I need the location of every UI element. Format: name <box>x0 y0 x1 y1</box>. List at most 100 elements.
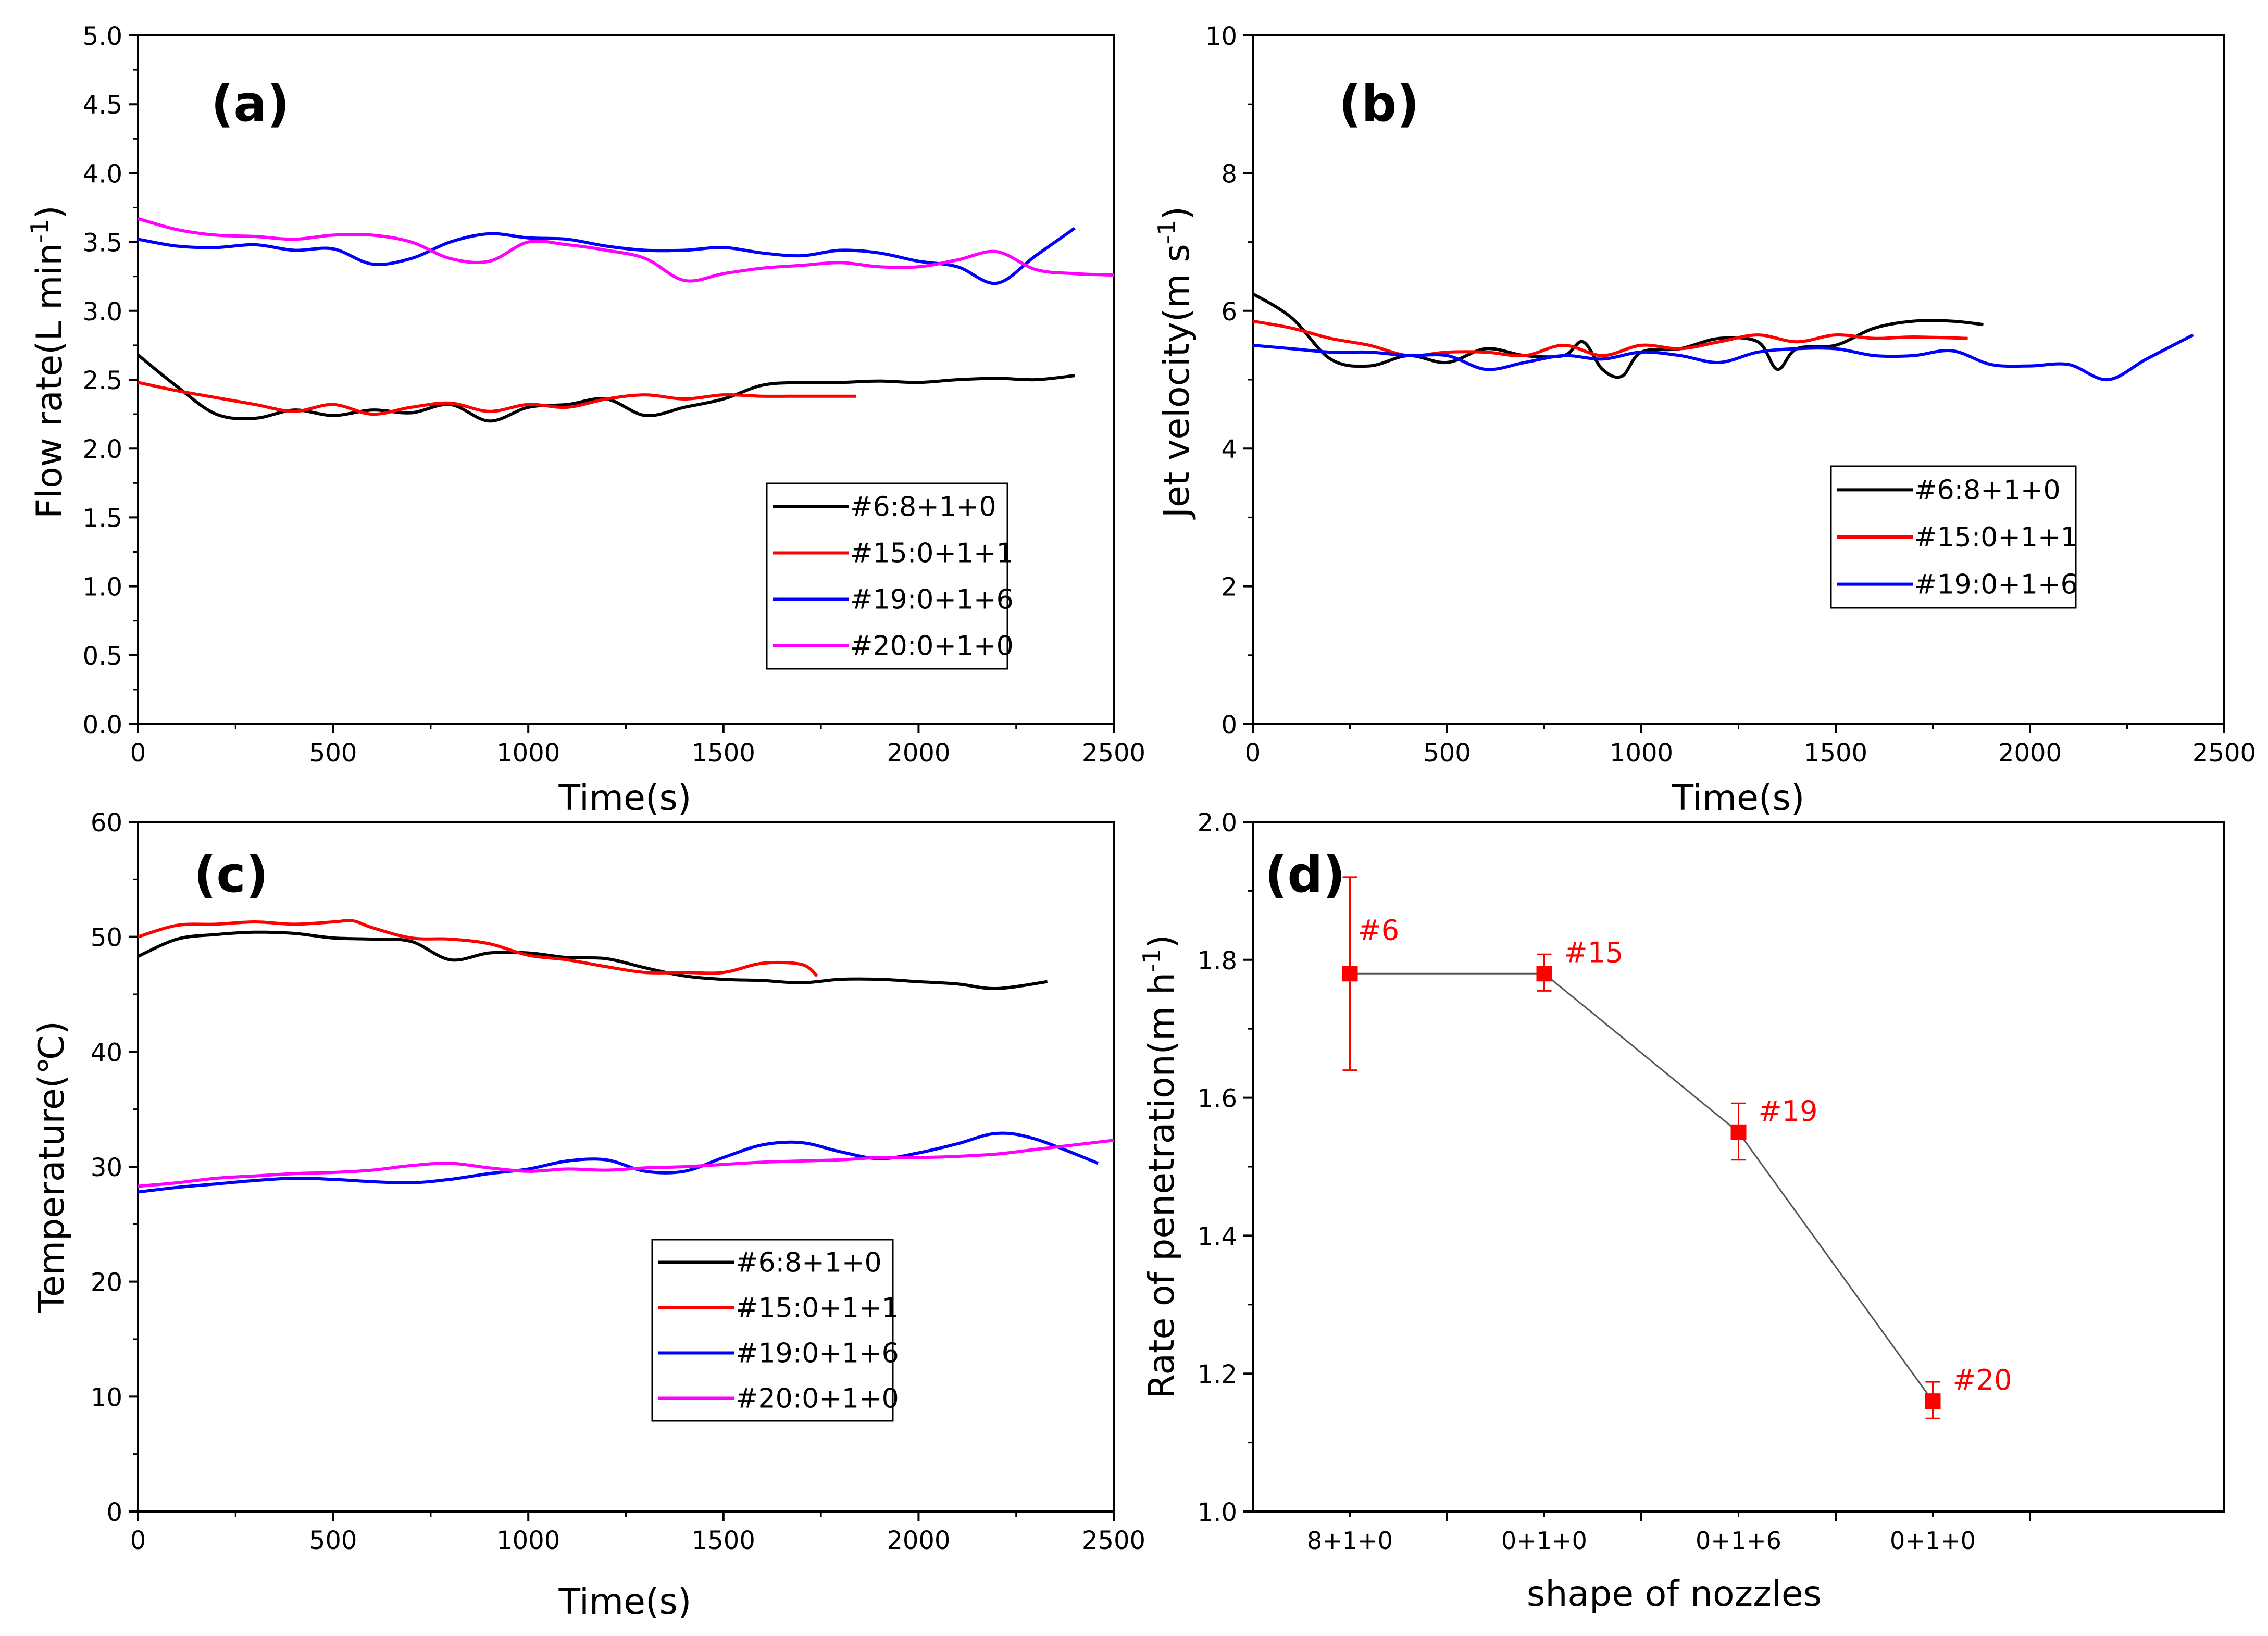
panel-b-label: (b) <box>1339 76 1419 133</box>
panel-b-plot: 0 2 4 6 8 10 0 500 1000 1500 2000 2500 #6:8+1+0 #15:0… <box>1205 22 2256 768</box>
panel-c-xlabel: Time(s) <box>558 1581 692 1622</box>
x-tick-label: 0 <box>1245 739 1261 768</box>
x-tick-label: 8+1+0 <box>1307 1527 1393 1555</box>
legend: #6:8+1+0 #15:0+1+1 #19:0+1+6 #20:0+1+0 <box>766 482 1014 670</box>
y-tick-label: 1.5 <box>83 504 122 533</box>
series-line-3 <box>138 227 1076 285</box>
data-point <box>1536 966 1552 982</box>
panel-c-ylabel: Temperature(℃) <box>31 1021 72 1313</box>
x-tick-label: 500 <box>309 1526 357 1555</box>
x-tick-label: 500 <box>309 739 357 768</box>
x-tick-label: 0 <box>130 739 146 768</box>
panel-c-label: (c) <box>194 846 268 904</box>
y-tick-label: 2.0 <box>1198 808 1237 838</box>
series-line-2 <box>138 381 856 416</box>
legend-label: #6:8+1+0 <box>850 492 996 523</box>
y-tick-label: 10 <box>91 1383 122 1412</box>
x-tick-label: 0+1+0 <box>1890 1527 1976 1555</box>
panel-b-xlabel: Time(s) <box>1672 778 1805 819</box>
y-tick-label: 4.0 <box>83 159 122 189</box>
panel-b-jet-velocity: 0 2 4 6 8 10 0 500 1000 1500 2000 2500 #6:8+1+0 #15:0… <box>1153 22 2256 819</box>
legend-label: #19:0+1+6 <box>850 584 1014 616</box>
y-tick-label: 60 <box>91 808 122 838</box>
panel-a-label: (a) <box>211 76 290 133</box>
y-tick-label: 0.5 <box>83 642 122 671</box>
y-tick-label: 2.5 <box>83 366 122 395</box>
panel-d-label: (d) <box>1265 846 1345 904</box>
y-tick-label: 1.6 <box>1198 1084 1237 1114</box>
x-tick-label: 2000 <box>1998 739 2062 768</box>
panel-b-ylabel: Jet velocity(m s-1) <box>1153 206 1198 520</box>
legend-label: #15:0+1+1 <box>850 538 1014 569</box>
y-tick-label: 40 <box>91 1038 122 1067</box>
data-point <box>1925 1393 1941 1409</box>
panel-a-xlabel: Time(s) <box>558 778 692 819</box>
y-tick-label: 0 <box>1221 710 1237 740</box>
series-line-3 <box>138 1131 1099 1194</box>
y-tick-label: 6 <box>1221 297 1237 327</box>
series-line-3 <box>1252 333 2194 382</box>
panel-d-xlabel: shape of nozzles <box>1527 1573 1822 1615</box>
y-tick-label: 3.0 <box>83 297 122 327</box>
data-point <box>1342 966 1358 982</box>
legend-label: #6:8+1+0 <box>736 1247 882 1279</box>
x-tick-label: 2000 <box>887 739 950 768</box>
y-tick-label: 2.0 <box>83 435 122 464</box>
series-line-2 <box>138 919 818 978</box>
x-tick-label: 2500 <box>1082 739 1145 768</box>
x-tick-label: 1500 <box>1804 739 1867 768</box>
point-label: #15 <box>1564 936 1624 969</box>
series-line-1 <box>137 930 1048 991</box>
point-label: #19 <box>1759 1095 1818 1128</box>
y-tick-label: 10 <box>1205 22 1237 51</box>
legend-label: #15:0+1+1 <box>736 1293 899 1324</box>
y-tick-label: 2 <box>1221 573 1237 602</box>
connecting-line <box>1350 972 1934 1402</box>
legend: #6:8+1+0 #15:0+1+1 #19:0+1+6 <box>1830 465 2078 609</box>
panel-c-plot: 0 10 20 30 40 50 60 0 500 1000 1500 2000 2500 #6:8+1+… <box>91 808 1145 1555</box>
legend-label: #19:0+1+6 <box>1914 569 2078 601</box>
point-label: #6 <box>1358 914 1400 946</box>
legend-box <box>651 1239 894 1422</box>
legend-label: #20:0+1+0 <box>850 631 1014 662</box>
data-point <box>1730 1124 1747 1140</box>
panel-d-ylabel: Rate of penetration(m h-1) <box>1138 934 1182 1398</box>
legend: #6:8+1+0 #15:0+1+1 #19:0+1+6 #20:0+1+0 <box>651 1239 899 1422</box>
y-tick-label: 3.5 <box>83 229 122 258</box>
x-tick-label: 0+1+0 <box>1501 1527 1587 1555</box>
y-tick-label: 4.5 <box>83 91 122 120</box>
x-tick-label: 2000 <box>887 1526 950 1555</box>
y-tick-label: 1.8 <box>1198 946 1237 976</box>
y-tick-label: 8 <box>1221 159 1237 189</box>
y-tick-label: 1.4 <box>1198 1222 1237 1251</box>
y-tick-label: 1.0 <box>83 573 122 602</box>
x-tick-label: 2500 <box>1082 1526 1145 1555</box>
x-tick-label: 1000 <box>496 1526 560 1555</box>
y-tick-label: 50 <box>91 923 122 953</box>
y-tick-label: 5.0 <box>83 22 122 51</box>
legend-label: #6:8+1+0 <box>1914 474 2061 506</box>
y-tick-label: 30 <box>91 1153 122 1182</box>
panel-a-plot: 0.0 0.5 1.0 1.5 2.0 2.5 3.0 3.5 4.0 4.5 5.0 0 500 100… <box>83 22 1145 768</box>
series-line-4 <box>138 217 1114 283</box>
legend-label: #19:0+1+6 <box>736 1338 899 1369</box>
legend-box <box>766 482 1008 670</box>
x-tick-label: 500 <box>1423 739 1471 768</box>
y-tick-label: 0 <box>106 1498 122 1527</box>
y-tick-label: 4 <box>1221 435 1237 464</box>
panel-a-flow-rate: 0.0 0.5 1.0 1.5 2.0 2.5 3.0 3.5 4.0 4.5 5.0 0 500 100… <box>26 22 1145 819</box>
panel-d-penetration-rate: 1.0 1.2 1.4 1.6 1.8 2.0 8+1+0 0+1+0 0+1+6 0+1+0 #6… <box>1138 808 2225 1615</box>
x-tick-label: 0+1+6 <box>1696 1527 1781 1555</box>
legend-label: #15:0+1+1 <box>1914 522 2078 553</box>
x-tick-label: 2500 <box>2192 739 2256 768</box>
series-line-4 <box>138 1139 1114 1188</box>
series-line-1 <box>1252 292 1984 379</box>
panel-d-plot: 1.0 1.2 1.4 1.6 1.8 2.0 8+1+0 0+1+0 0+1+6 0+1+0 #6… <box>1198 808 2225 1555</box>
x-tick-label: 0 <box>130 1526 146 1555</box>
series-line-2 <box>1252 319 1968 358</box>
x-tick-label: 1500 <box>692 739 755 768</box>
panel-a-ylabel: Flow rate(L min-1) <box>26 205 70 519</box>
y-tick-label: 20 <box>91 1268 122 1297</box>
x-tick-label: 1000 <box>496 739 560 768</box>
